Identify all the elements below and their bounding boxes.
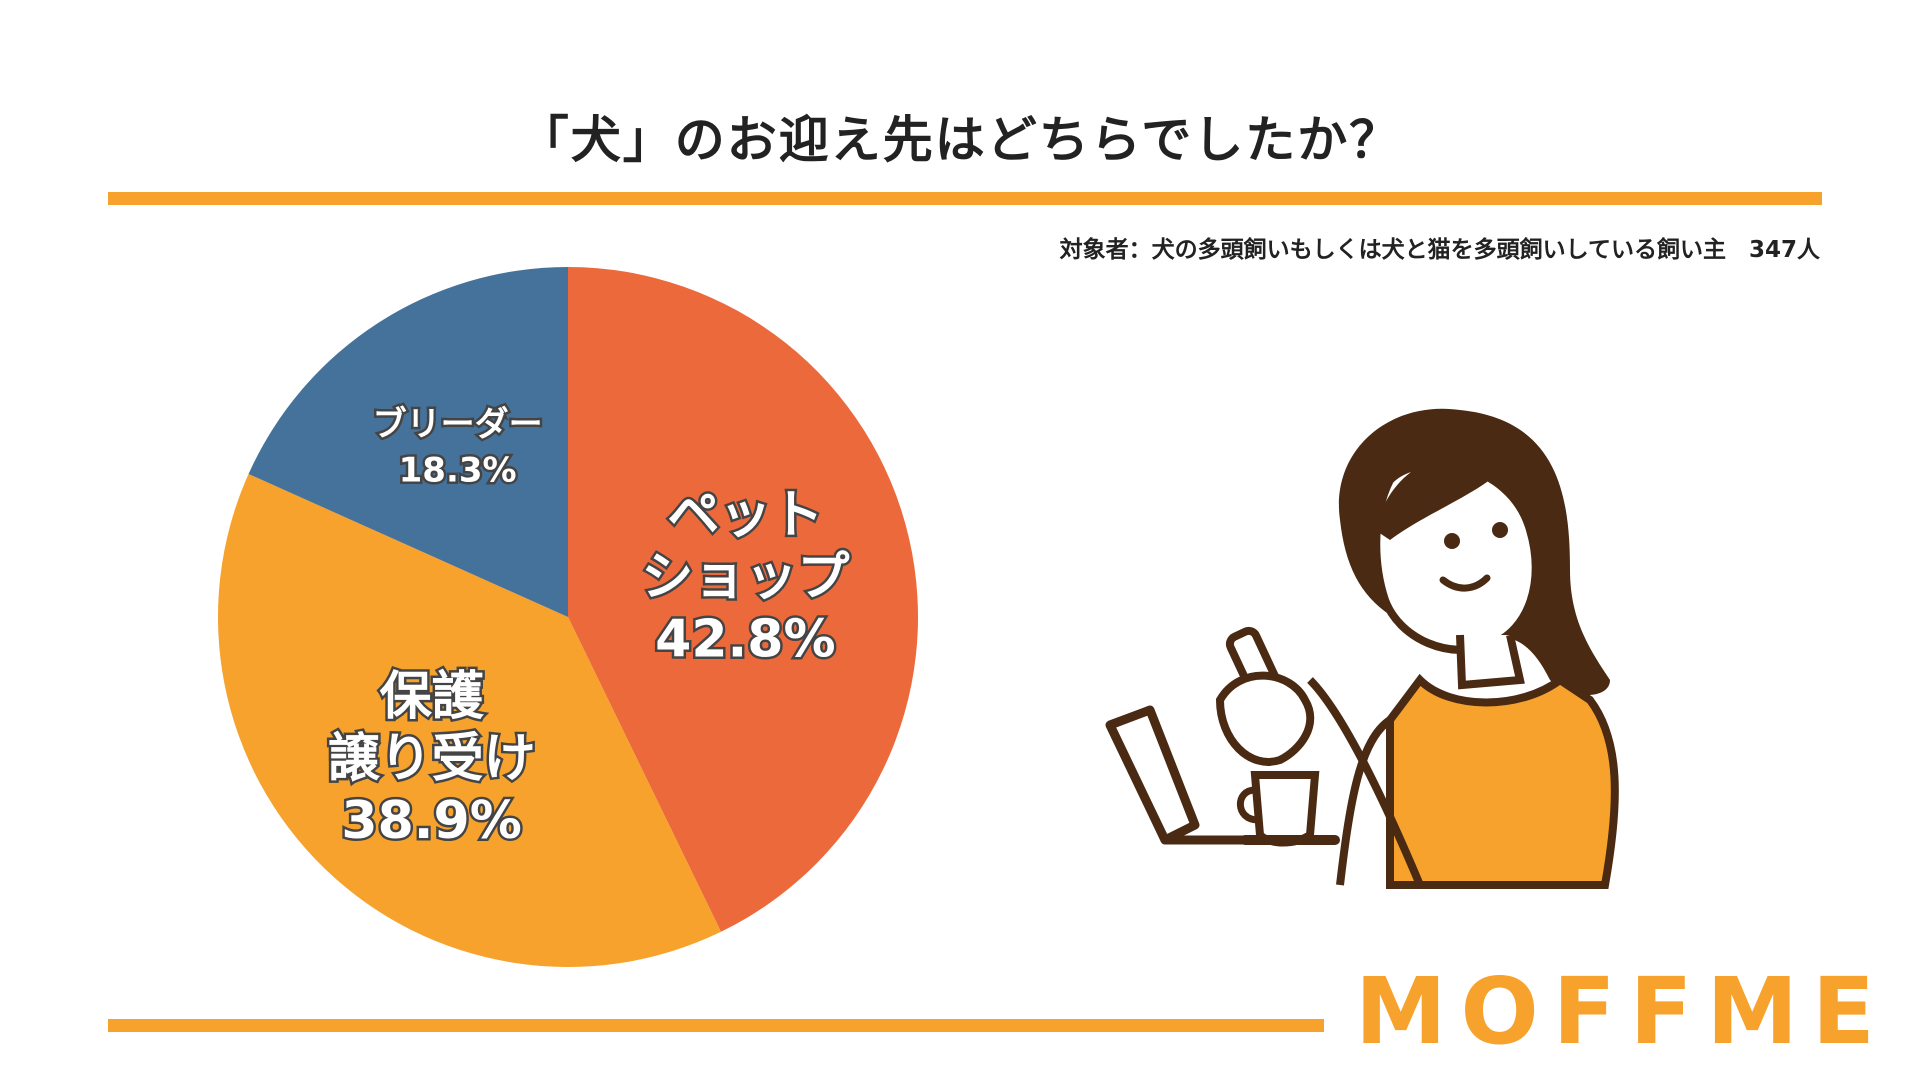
pie-label-2-line-0: ブリーダー <box>373 405 543 445</box>
coffee-cup-shape <box>1250 771 1320 847</box>
bottom-divider <box>108 1019 1324 1032</box>
shirt-shape <box>1386 673 1619 889</box>
pie-slice-2 <box>248 267 569 617</box>
pie-label-0-line-0: ペット <box>667 485 823 545</box>
top-divider <box>108 192 1822 205</box>
pie-slice-1 <box>217 473 721 967</box>
fringe-shape <box>1375 453 1510 540</box>
pie-label-1-line-0: 保護 <box>380 667 485 727</box>
pie-slice-0 <box>568 267 918 932</box>
survey-subtitle: 対象者：犬の多頭飼いもしくは犬と猫を多頭飼いしている飼い主 347人 <box>1059 237 1820 263</box>
pie-label-1-line-2: 38.9% <box>341 791 521 851</box>
pie-label-0-line-1: ショップ <box>641 547 849 607</box>
laptop-shape <box>1105 705 1200 845</box>
pie-label-1-line-1: 譲り受け <box>328 729 536 789</box>
moffme-logo: MOFFME <box>1355 958 1889 1065</box>
woman-with-smartphone-illustration <box>1105 408 1619 889</box>
pie-label-2-line-1: 18.3% <box>399 451 517 491</box>
pie-label-0-line-2: 42.8% <box>655 609 835 669</box>
chart-title: 「犬」のお迎え先はどちらでしたか？ <box>518 111 1402 169</box>
